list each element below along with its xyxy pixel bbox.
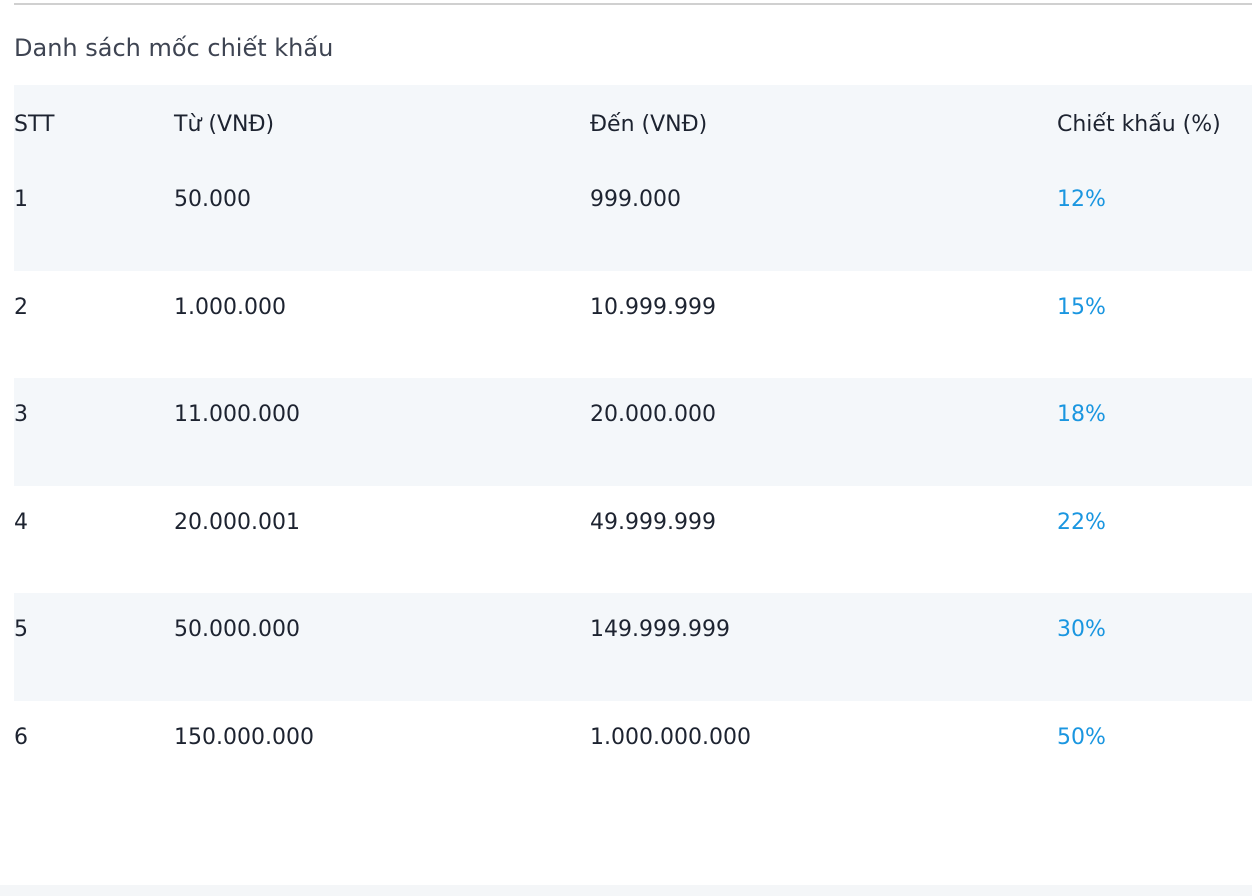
- header-cell: Đến (VNĐ): [590, 85, 1057, 163]
- table-cell: 15%: [1057, 294, 1106, 320]
- table-cell: 5: [14, 593, 174, 701]
- table-cell: 50.000: [174, 163, 590, 271]
- table-row: 5 50.000.000 149.999.999 30%: [14, 593, 1252, 701]
- table-cell: 4: [14, 509, 28, 535]
- table-cell: 20.000.001: [174, 509, 300, 535]
- table-cell: 49.999.999: [590, 509, 716, 535]
- table-row: 3 11.000.000 20.000.000 18%: [14, 378, 1252, 486]
- table-cell: 6: [14, 724, 28, 750]
- header-cell: STT: [14, 85, 174, 163]
- table-cell: 12%: [1057, 163, 1252, 271]
- table-cell: 11.000.000: [174, 378, 590, 486]
- footer-strip: [0, 885, 1252, 896]
- table-row: 2 1.000.000 10.999.999 15%: [14, 271, 1252, 379]
- header-row: STT Từ (VNĐ) Đến (VNĐ) Chiết khấu (%): [14, 85, 1252, 163]
- table-cell: 149.999.999: [590, 593, 1057, 701]
- table-cell: 18%: [1057, 378, 1252, 486]
- table-row: 6 150.000.000 1.000.000.000 50%: [14, 701, 1252, 809]
- table-body: 1 50.000 999.000 12% 2 1.000.000 10.999.999 15%…: [14, 163, 1252, 809]
- table-row: 4 20.000.001 49.999.999 22%: [14, 486, 1252, 594]
- table-cell: 22%: [1057, 509, 1106, 535]
- header-cell: Từ (VNĐ): [174, 85, 590, 163]
- table-cell: 10.999.999: [590, 294, 716, 320]
- table-row: 1 50.000 999.000 12%: [14, 163, 1252, 271]
- header-cell: Chiết khấu (%): [1057, 85, 1252, 163]
- table-cell: 30%: [1057, 593, 1252, 701]
- table-cell: 150.000.000: [174, 724, 314, 750]
- table-cell: 50.000.000: [174, 593, 590, 701]
- table-cell: 20.000.000: [590, 378, 1057, 486]
- discount-table: STT Từ (VNĐ) Đến (VNĐ) Chiết khấu (%) 1 50.0…: [14, 85, 1252, 809]
- table-cell: 3: [14, 378, 174, 486]
- table-cell: 999.000: [590, 163, 1057, 271]
- table-cell: 2: [14, 294, 28, 320]
- table-cell: 1: [14, 163, 174, 271]
- divider: [14, 3, 1252, 5]
- table-cell: 1.000.000: [174, 294, 286, 320]
- table-cell: 1.000.000.000: [590, 724, 751, 750]
- section-title: Danh sách mốc chiết khấu: [14, 34, 334, 62]
- table-cell: 50%: [1057, 724, 1106, 750]
